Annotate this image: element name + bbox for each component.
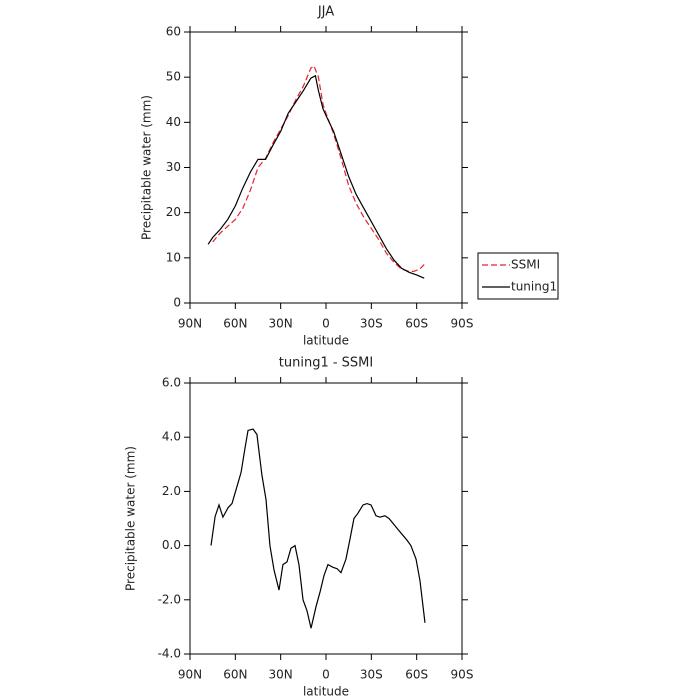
data-line xyxy=(212,64,425,272)
x-tick-label: 60S xyxy=(405,317,428,331)
y-tick-label: 10 xyxy=(166,250,181,264)
y-tick-label: 2.0 xyxy=(162,484,181,498)
y-axis-label: Precipitable water (mm) xyxy=(140,95,154,240)
x-tick-label: 90S xyxy=(451,668,474,682)
y-axis-label: Precipitable water (mm) xyxy=(124,446,138,591)
x-tick-label: 30S xyxy=(360,317,383,331)
y-tick-label: 6.0 xyxy=(162,376,181,390)
x-tick-label: 60N xyxy=(223,317,247,331)
legend-label: SSMI xyxy=(511,258,540,272)
legend-label: tuning1 xyxy=(511,280,557,294)
x-tick-label: 90S xyxy=(451,317,474,331)
x-tick-label: 60N xyxy=(223,668,247,682)
y-tick-label: 40 xyxy=(166,115,181,129)
x-tick-label: 30S xyxy=(360,668,383,682)
x-tick-label: 0 xyxy=(322,668,330,682)
data-line xyxy=(210,428,426,629)
y-tick-label: 30 xyxy=(166,160,181,174)
y-tick-label: 0.0 xyxy=(162,538,181,552)
x-axis-label: latitude xyxy=(303,334,349,348)
x-tick-label: 90N xyxy=(178,668,202,682)
y-tick-label: 0 xyxy=(173,296,181,310)
y-tick-label: -4.0 xyxy=(158,647,181,661)
data-line xyxy=(207,74,425,279)
y-tick-label: 50 xyxy=(166,70,181,84)
y-tick-label: 4.0 xyxy=(162,430,181,444)
x-tick-label: 0 xyxy=(322,317,330,331)
plot-frame xyxy=(189,31,463,304)
x-tick-label: 30N xyxy=(269,668,293,682)
y-tick-label: -2.0 xyxy=(158,592,181,606)
chart-title: tuning1 - SSMI xyxy=(279,356,373,371)
legend-box xyxy=(477,252,559,300)
y-tick-label: 60 xyxy=(166,25,181,39)
x-tick-label: 30N xyxy=(269,317,293,331)
x-tick-label: 90N xyxy=(178,317,202,331)
x-axis-label: latitude xyxy=(303,685,349,699)
x-tick-label: 60S xyxy=(405,668,428,682)
y-tick-label: 20 xyxy=(166,205,181,219)
plot-frame xyxy=(189,382,463,655)
chart-title: JJA xyxy=(317,5,334,20)
